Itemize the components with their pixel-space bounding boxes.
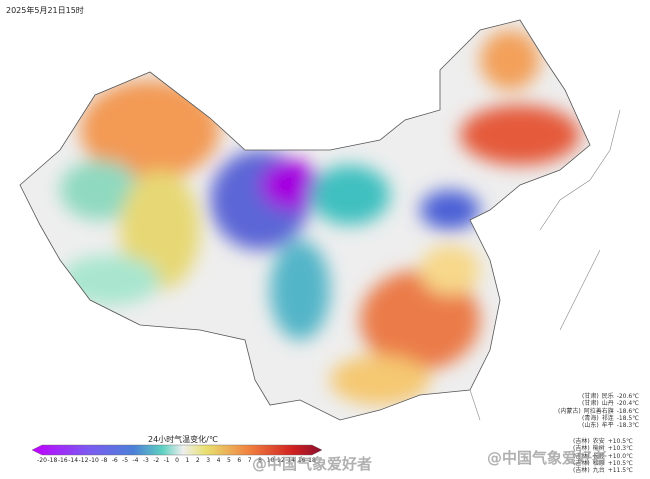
colorbar-tick-label: -16 [57, 457, 68, 464]
border [19, 19, 591, 421]
colorbar-tick-label: -1 [163, 457, 170, 464]
list-change: -18.5℃ [616, 414, 639, 422]
colorbar-tick-label: -12 [78, 457, 89, 464]
list-station: 九台 [592, 467, 605, 475]
list-province: (吉林) [573, 438, 590, 445]
list-province: (青海) [582, 414, 599, 422]
colorbar-tick-label: -5 [122, 457, 129, 464]
list-change: -20.4℃ [616, 400, 639, 408]
list-change: +10.0℃ [607, 452, 633, 460]
colorbar-tick-label: 4 [216, 457, 221, 464]
colorbar-tick-label: 5 [227, 457, 231, 464]
colorbar-tick-label: 18 [308, 457, 316, 464]
title: 2025年5月21日15时 [6, 6, 84, 15]
list-change: +11.5℃ [607, 467, 633, 475]
list-station: 民乐 [601, 393, 614, 400]
list-province: (甘肃) [582, 393, 599, 400]
list-change: +10.3℃ [607, 445, 633, 453]
list-station: 祁连 [601, 414, 614, 422]
list-row: (吉林) 松原 +10.5℃ [570, 460, 633, 467]
colorbar-tick-label: 10 [266, 457, 275, 464]
list-station: 牟平 [601, 422, 614, 430]
colorbar-tick-label: -14 [68, 457, 79, 464]
list-row: (吉林) 长岭 +10.0℃ [570, 453, 633, 460]
colorbar-tick-label: 3 [206, 457, 211, 464]
list-station: 山丹 [601, 400, 614, 408]
colorbar-tick-label: 2 [195, 457, 200, 464]
colorbar [31, 444, 323, 456]
list-station: 农安 [592, 438, 605, 445]
list-province: (甘肃) [582, 400, 599, 408]
list-row: (甘肃) 民乐 -20.6℃ [555, 393, 639, 400]
colorbar-tick-label: -20 [37, 457, 47, 464]
colorbar-tick-label: -2 [153, 457, 160, 464]
rise-list: (吉林) 农安 +10.5℃ (吉林) 榆树 +10.3℃ (吉林) 长岭 +10.0℃ (吉林)… [570, 438, 633, 474]
list-station: 阿拉善右旗 [583, 407, 614, 415]
list-row: (吉林) 农安 +10.5℃ [570, 438, 633, 445]
watermark: @中国气象爱好者 [252, 455, 373, 473]
colorbar-tick-label: 16 [297, 457, 306, 464]
colorbar-tick-label: 12 [277, 457, 285, 464]
list-province: (吉林) [573, 459, 590, 467]
colorbar-tick-label: 6 [237, 457, 242, 464]
list-province: (吉林) [573, 467, 590, 475]
list-station: 松原 [592, 459, 605, 467]
colorbar-tick-label: -4 [132, 457, 139, 464]
colorbar-tick-label: -18 [47, 457, 58, 464]
colorbar-tick-label: -8 [101, 457, 108, 464]
colorbar-tick-label: -3 [142, 457, 149, 464]
list-change: +10.5℃ [607, 438, 633, 445]
colorbar-label: 24小时气温变化/℃ [148, 435, 218, 444]
colorbar-tick-label: 14 [287, 457, 296, 464]
colorbar-tick-label: -10 [89, 457, 99, 464]
colorbar-tick-label: 8 [258, 457, 262, 464]
colorbar-tick-label: 1 [185, 457, 190, 464]
list-row: (甘肃) 山丹 -20.4℃ [555, 400, 639, 407]
list-province: (吉林) [573, 445, 590, 453]
list-row: (内蒙古) 阿拉善右旗 -18.6℃ [555, 408, 639, 415]
list-change: -18.6℃ [616, 407, 639, 415]
coastline [469, 109, 621, 421]
list-change: -18.3℃ [616, 422, 639, 430]
list-change: -20.6℃ [616, 393, 639, 400]
list-row: (青海) 祁连 -18.5℃ [555, 415, 639, 422]
list-province: (吉林) [573, 452, 590, 460]
list-row: (吉林) 榆树 +10.3℃ [570, 445, 633, 452]
list-province: (山东) [582, 422, 599, 430]
list-row: (吉林) 九台 +11.5℃ [570, 467, 633, 474]
drop-list: (甘肃) 民乐 -20.6℃ (甘肃) 山丹 -20.4℃ (内蒙古) 阿拉善右旗 -18.6℃… [555, 393, 639, 429]
colorbar-tick-label: 7 [247, 457, 252, 464]
watermark: @中国气象爱好者 [487, 449, 608, 467]
list-change: +10.5℃ [607, 459, 633, 467]
colorbar-tick-label: -6 [111, 457, 118, 464]
list-station: 榆树 [592, 445, 605, 453]
list-province: (内蒙古) [558, 407, 581, 415]
colorbar-tick-label: 0 [175, 457, 179, 464]
list-station: 长岭 [592, 452, 605, 460]
list-row: (山东) 牟平 -18.3℃ [555, 422, 639, 429]
